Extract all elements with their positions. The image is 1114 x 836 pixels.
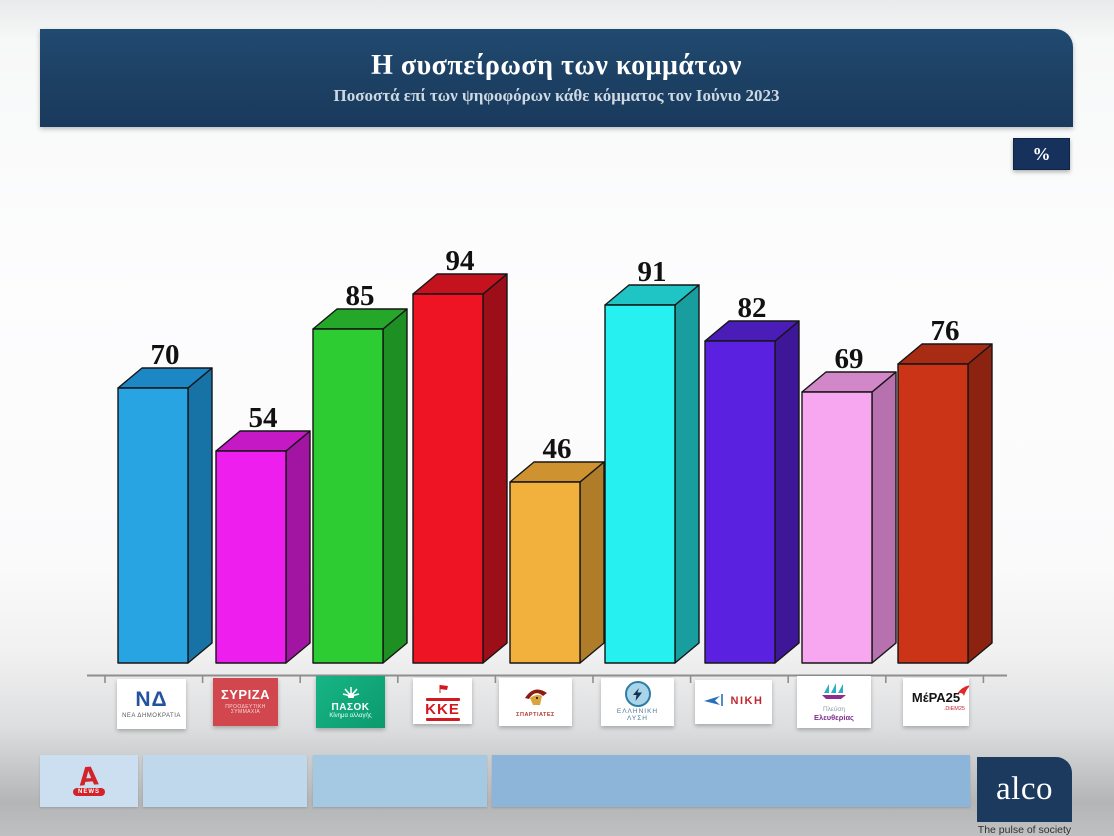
bar-front-face bbox=[312, 328, 384, 664]
plefsi-line1: Πλεύση bbox=[822, 706, 846, 714]
bar-ΝΙΚΗ: 82 bbox=[704, 292, 800, 664]
bar-ΕΛΛΗΝΙΚΗ ΛΥΣΗ: 91 bbox=[604, 256, 700, 664]
bar-front-face bbox=[215, 450, 287, 664]
bar-side-face bbox=[967, 343, 993, 664]
party-logo-kke: ΚΚΕ bbox=[413, 678, 472, 724]
kke-rule-bottom bbox=[425, 718, 460, 722]
party-logo-syriza: ΣΥΡΙΖΑ ΠΡΟΟΔΕΥΤΙΚΗ ΣΥΜΜΑΧΙΑ bbox=[213, 678, 278, 726]
footer-chip-2 bbox=[143, 755, 307, 807]
bar-ΜέΡΑ25: 76 bbox=[897, 315, 993, 664]
kke-rule-top bbox=[425, 697, 460, 701]
bar-side-face bbox=[871, 371, 897, 664]
bar-top-face bbox=[604, 284, 700, 306]
bar-front-face bbox=[897, 363, 969, 664]
bar-value-label: 54 bbox=[249, 402, 278, 434]
bar-value-label: 69 bbox=[835, 343, 864, 375]
party-logo-niki: ΝΙΚΗ bbox=[695, 680, 772, 724]
bar-ΣΠΑΡΤΙΑΤΕΣ: 46 bbox=[509, 433, 605, 664]
pasok-subtext: Κίνημα αλλαγής bbox=[329, 713, 372, 719]
bar-side-face bbox=[285, 430, 311, 664]
bar-side-face bbox=[774, 320, 800, 664]
bar-front-face bbox=[801, 391, 873, 664]
bar-value-label: 94 bbox=[446, 245, 475, 277]
plefsi-line2: Ελευθερίας bbox=[814, 712, 854, 722]
niki-wing-icon bbox=[703, 693, 728, 712]
bar-top-face bbox=[897, 343, 993, 365]
elliniki-lysi-compass-icon bbox=[624, 681, 651, 708]
elliniki-lysi-line1: ΕΛΛΗΝΙΚΗ bbox=[616, 708, 659, 716]
alco-wordmark: alco bbox=[996, 771, 1053, 807]
bar-ΠΑΣΟΚ: 85 bbox=[312, 280, 408, 664]
bar-side-face bbox=[579, 461, 605, 664]
sailboat-icon bbox=[820, 682, 848, 705]
bar-ΝΕΑ ΔΗΜΟΚΡΑΤΙΑ: 70 bbox=[117, 339, 213, 664]
bar-value-label: 46 bbox=[543, 433, 572, 465]
syriza-wordmark: ΣΥΡΙΖΑ bbox=[220, 687, 271, 703]
bar-value-label: 76 bbox=[931, 315, 960, 347]
party-logo-pasok: ΠΑΣΟΚ Κίνημα αλλαγής bbox=[316, 676, 385, 728]
page-subtitle: Ποσοστά επί των ψηφοφόρων κάθε κόμματος … bbox=[333, 86, 780, 105]
bar-top-face bbox=[509, 461, 605, 483]
alpha-news-badge: NEWS bbox=[73, 787, 105, 796]
party-logo-elliniki-lysi: ΕΛΛΗΝΙΚΗ ΛΥΣΗ bbox=[601, 678, 674, 726]
nd-label: ΝΕΑ ΔΗΜΟΚΡΑΤΙΑ bbox=[122, 712, 181, 719]
footer-chip-alpha: A NEWS bbox=[40, 755, 138, 807]
bar-top-face bbox=[117, 367, 213, 389]
kke-wordmark: ΚΚΕ bbox=[425, 700, 460, 718]
bar-side-face bbox=[674, 284, 700, 664]
pasok-sun-icon bbox=[342, 685, 360, 703]
party-logo-plefsi-eleftherias: Πλεύση Ελευθερίας bbox=[797, 676, 871, 728]
bar-top-face bbox=[215, 430, 311, 452]
pasok-wordmark: ΠΑΣΟΚ bbox=[331, 701, 370, 713]
bar-top-face bbox=[412, 273, 508, 295]
bar-ΚΚΕ: 94 bbox=[412, 245, 508, 664]
party-logo-mera25: ΜέΡΑ25 .DiEM25 bbox=[903, 678, 969, 726]
alco-tagline: The pulse of society bbox=[977, 824, 1072, 836]
bar-value-label: 70 bbox=[151, 339, 180, 371]
syriza-subtext: ΠΡΟΟΔΕΥΤΙΚΗ ΣΥΜΜΑΧΙΑ bbox=[225, 704, 266, 716]
party-logo-spartiates: ΣΠΑΡΤΙΑΤΕΣ bbox=[499, 678, 572, 726]
elliniki-lysi-label: ΕΛΛΗΝΙΚΗ ΛΥΣΗ bbox=[616, 708, 659, 723]
mera25-subtext: .DiEM25 bbox=[943, 705, 965, 712]
bar-front-face bbox=[704, 340, 776, 664]
chart-title-banner: Η συσπείρωση των κομμάτων Ποσοστά επί τω… bbox=[40, 29, 1073, 127]
spartan-helmet-icon bbox=[522, 685, 550, 711]
party-logo-nea-dimokratia: ΝΔ ΝΕΑ ΔΗΜΟΚΡΑΤΙΑ bbox=[117, 679, 186, 729]
alpha-letter-icon: A bbox=[78, 760, 100, 792]
page-title: Η συσπείρωση των κομμάτων bbox=[371, 50, 742, 81]
swallow-icon bbox=[956, 684, 969, 702]
bar-value-label: 82 bbox=[738, 292, 767, 324]
percent-unit-badge: % bbox=[1013, 138, 1070, 170]
footer-chip-4 bbox=[492, 755, 970, 807]
footer-chip-3 bbox=[313, 755, 487, 807]
bar-front-face bbox=[117, 387, 189, 664]
bar-top-face bbox=[312, 308, 408, 330]
bar-top-face bbox=[801, 371, 897, 393]
niki-wordmark: ΝΙΚΗ bbox=[730, 695, 764, 708]
bar-value-label: 91 bbox=[638, 256, 667, 288]
bar-ΣΥΡΙΖΑ: 54 bbox=[215, 402, 311, 664]
bar-front-face bbox=[509, 481, 581, 664]
alco-logo: alco bbox=[977, 757, 1072, 822]
bar-side-face bbox=[482, 273, 508, 664]
alpha-news-logo: A NEWS bbox=[73, 760, 105, 796]
bar-side-face bbox=[382, 308, 408, 664]
bar-top-face bbox=[704, 320, 800, 342]
spartiates-label: ΣΠΑΡΤΙΑΤΕΣ bbox=[516, 712, 555, 719]
kke-flag-icon bbox=[437, 681, 449, 698]
bar-ΠΛΕΥΣΗ ΕΛΕΥΘΕΡΙΑΣ: 69 bbox=[801, 343, 897, 664]
bar-front-face bbox=[604, 304, 676, 664]
bar-side-face bbox=[187, 367, 213, 664]
nd-monogram: ΝΔ bbox=[135, 687, 168, 711]
elliniki-lysi-line2: ΛΥΣΗ bbox=[627, 715, 648, 722]
bar-value-label: 85 bbox=[346, 280, 375, 312]
mera25-wordmark: ΜέΡΑ25 bbox=[911, 690, 961, 706]
bar-front-face bbox=[412, 293, 484, 664]
